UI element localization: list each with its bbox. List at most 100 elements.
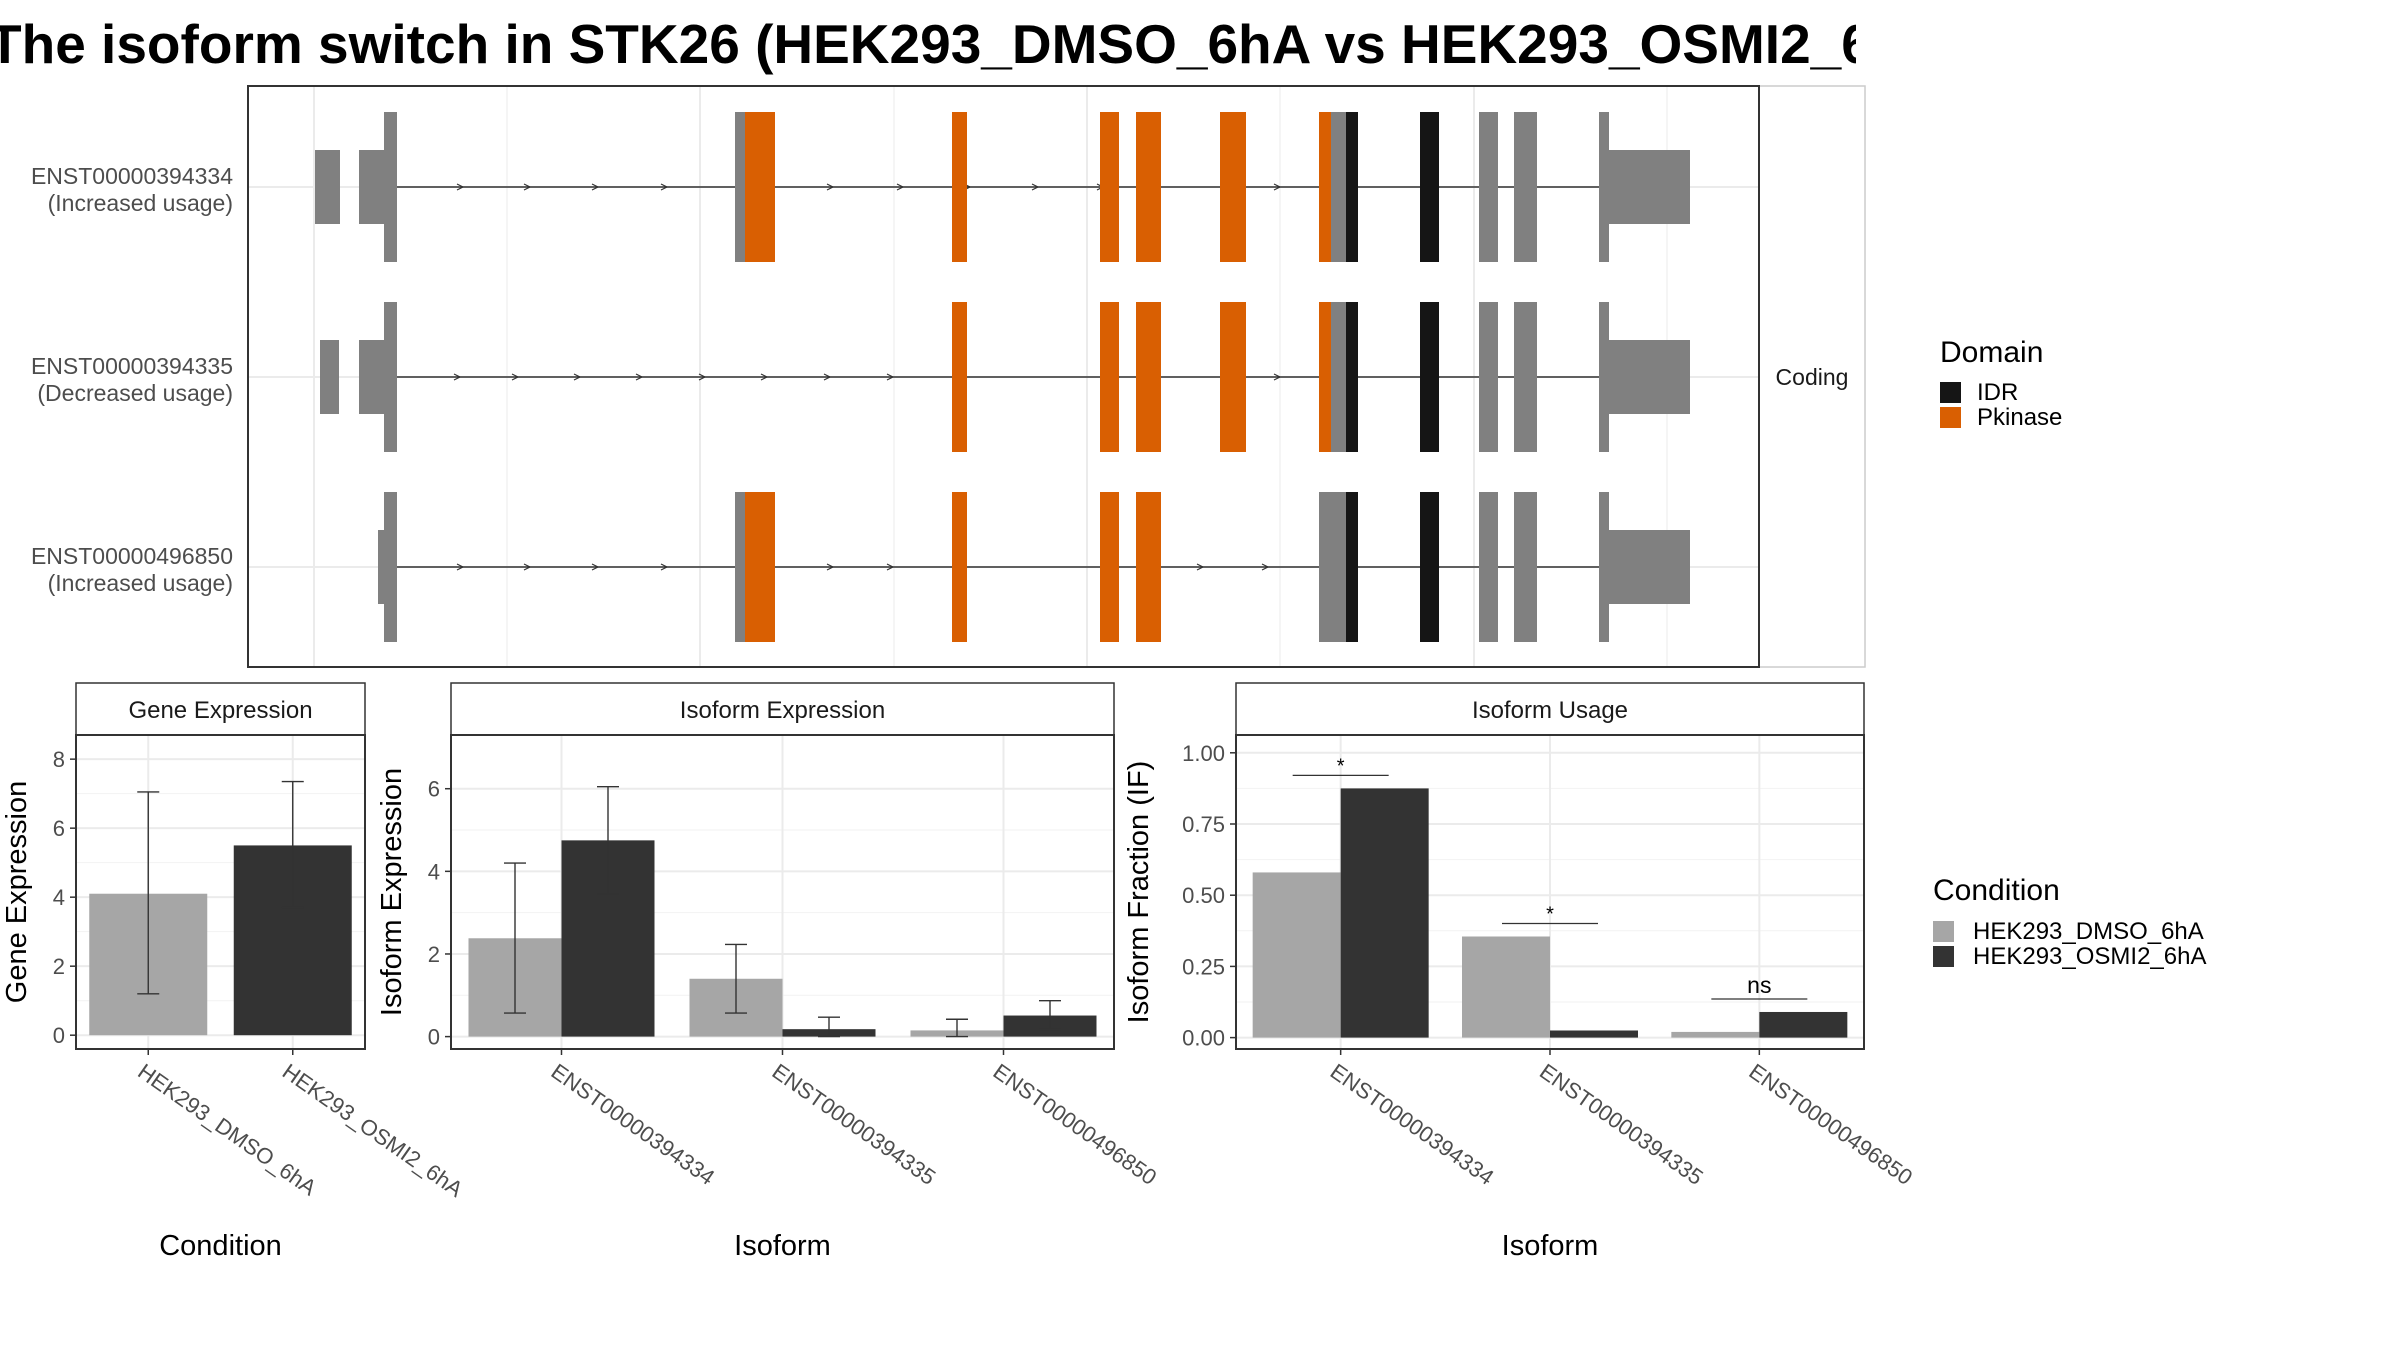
utr-exon: [378, 530, 386, 604]
coding-exon: [384, 302, 397, 452]
panel-title: Isoform Usage: [1472, 697, 1628, 724]
transcript-usage-label: (Increased usage): [48, 570, 233, 596]
condition-legend-title: Condition: [1933, 874, 2060, 907]
x-tick-label: ENST00000394334: [1326, 1059, 1499, 1190]
y-axis-title: Isoform Expression: [376, 768, 408, 1016]
coding-exon: [1599, 492, 1609, 642]
strand-arrow: [591, 563, 600, 571]
y-tick-label: 8: [53, 747, 65, 772]
coding-exon: [1479, 112, 1498, 262]
strand-arrow: [1273, 373, 1282, 381]
transcript-row: [315, 112, 1690, 262]
y-tick-label: 4: [53, 885, 65, 910]
bar-osmi: [1550, 1030, 1638, 1038]
transcript-usage-label: (Increased usage): [48, 190, 233, 216]
bar-osmi: [1759, 1011, 1848, 1038]
x-tick-label: ENST00000496850: [989, 1059, 1162, 1190]
coding-exon: [1514, 112, 1537, 262]
strand-arrow: [760, 373, 769, 381]
y-axis-title: Isoform Fraction (IF): [1123, 761, 1155, 1024]
gene-expression-panel: Gene Expression02468HEK293_DMSO_6hAHEK29…: [1, 682, 468, 1262]
bar-osmi: [1340, 788, 1429, 1038]
strand-arrow: [523, 563, 532, 571]
bar-dmso: [1462, 936, 1550, 1038]
pkinase-domain-exon: [1136, 302, 1161, 452]
isoform-expression-panel: Isoform Expression 0 2 4 6 ENST00000394334 ENS…: [376, 682, 1162, 1262]
x-axis-title: Isoform: [734, 1230, 831, 1262]
coding-exon: [1514, 492, 1537, 642]
coding-exon: [1599, 302, 1609, 452]
domain-legend-label: IDR: [1977, 379, 2018, 406]
y-tick-label: 2: [53, 954, 65, 979]
x-tick-label: ENST00000394335: [768, 1059, 941, 1190]
significance-label: ns: [1747, 972, 1771, 998]
strand-arrow: [523, 183, 532, 191]
strand-arrow: [698, 373, 707, 381]
domain-legend-key: [1940, 407, 1961, 428]
pkinase-domain-exon: [1100, 492, 1119, 642]
coding-exon: [384, 112, 397, 262]
significance-label: *: [1337, 755, 1345, 777]
idr-domain-exon: [1420, 302, 1439, 452]
y-tick-label: 6: [53, 816, 65, 841]
y-tick-label: 1.00: [1182, 741, 1225, 766]
pkinase-domain-exon: [1136, 112, 1161, 262]
coding-exon: [384, 492, 397, 642]
idr-domain-exon: [1346, 492, 1358, 642]
panel-border: [1235, 734, 1865, 1050]
condition-legend-label: HEK293_OSMI2_6hA: [1973, 943, 2206, 970]
pkinase-domain-exon: [1100, 112, 1119, 262]
coding-exon: [735, 112, 745, 262]
strand-arrow: [1261, 563, 1270, 571]
pkinase-domain-exon: [1319, 112, 1331, 262]
pkinase-domain-exon: [1220, 112, 1246, 262]
x-axis-title: Isoform: [1502, 1230, 1599, 1262]
domain-legend-key: [1940, 382, 1961, 403]
strip-label-coding: Coding: [1776, 364, 1849, 390]
x-tick-label: ENST00000394335: [1535, 1059, 1708, 1190]
utr-exon: [1607, 150, 1690, 224]
coding-exon: [735, 492, 745, 642]
significance-label: *: [1546, 904, 1554, 926]
strand-arrow: [1196, 563, 1205, 571]
strand-arrow: [1031, 183, 1040, 191]
strand-arrow: [573, 373, 582, 381]
y-axis-title: Gene Expression: [1, 781, 33, 1003]
panel-title: Isoform Expression: [680, 697, 885, 724]
coding-exon: [1331, 112, 1346, 262]
strand-arrow: [826, 183, 835, 191]
strand-arrow: [456, 183, 465, 191]
condition-legend-key: [1933, 946, 1954, 967]
coding-exon: [1599, 112, 1609, 262]
domain-legend-title: Domain: [1940, 336, 2043, 369]
transcript-id-label: ENST00000394334: [31, 163, 233, 189]
panel-strip: [1235, 682, 1865, 736]
pkinase-domain-exon: [1319, 302, 1331, 452]
pkinase-domain-exon: [952, 302, 967, 452]
pkinase-domain-exon: [1100, 302, 1119, 452]
transcript-id-label: ENST00000394335: [31, 353, 233, 379]
y-tick-label: 4: [428, 859, 440, 884]
pkinase-domain-exon: [745, 492, 775, 642]
strand-arrow: [660, 563, 669, 571]
x-tick-label: ENST00000496850: [1744, 1059, 1917, 1190]
strand-arrow: [660, 183, 669, 191]
coding-exon: [1331, 302, 1346, 452]
y-tick-label: 0.50: [1182, 883, 1225, 908]
utr-exon: [320, 340, 339, 414]
bar-dmso: [1671, 1031, 1760, 1038]
facet-strip: [1758, 85, 1866, 668]
condition-legend-key: [1933, 921, 1954, 942]
y-tick-label: 0: [428, 1025, 440, 1050]
isoform-usage-panel: Isoform Usage 0.00 0.25 0.50 0.75 1.00 ENST000…: [1123, 682, 1917, 1262]
y-tick-label: 0.25: [1182, 954, 1225, 979]
transcript-row: [320, 302, 1690, 452]
transcript-id-label: ENST00000496850: [31, 543, 233, 569]
idr-domain-exon: [1420, 492, 1439, 642]
condition-legend-label: HEK293_DMSO_6hA: [1973, 918, 2204, 945]
utr-exon: [315, 150, 340, 224]
bar-dmso: [1252, 872, 1341, 1038]
